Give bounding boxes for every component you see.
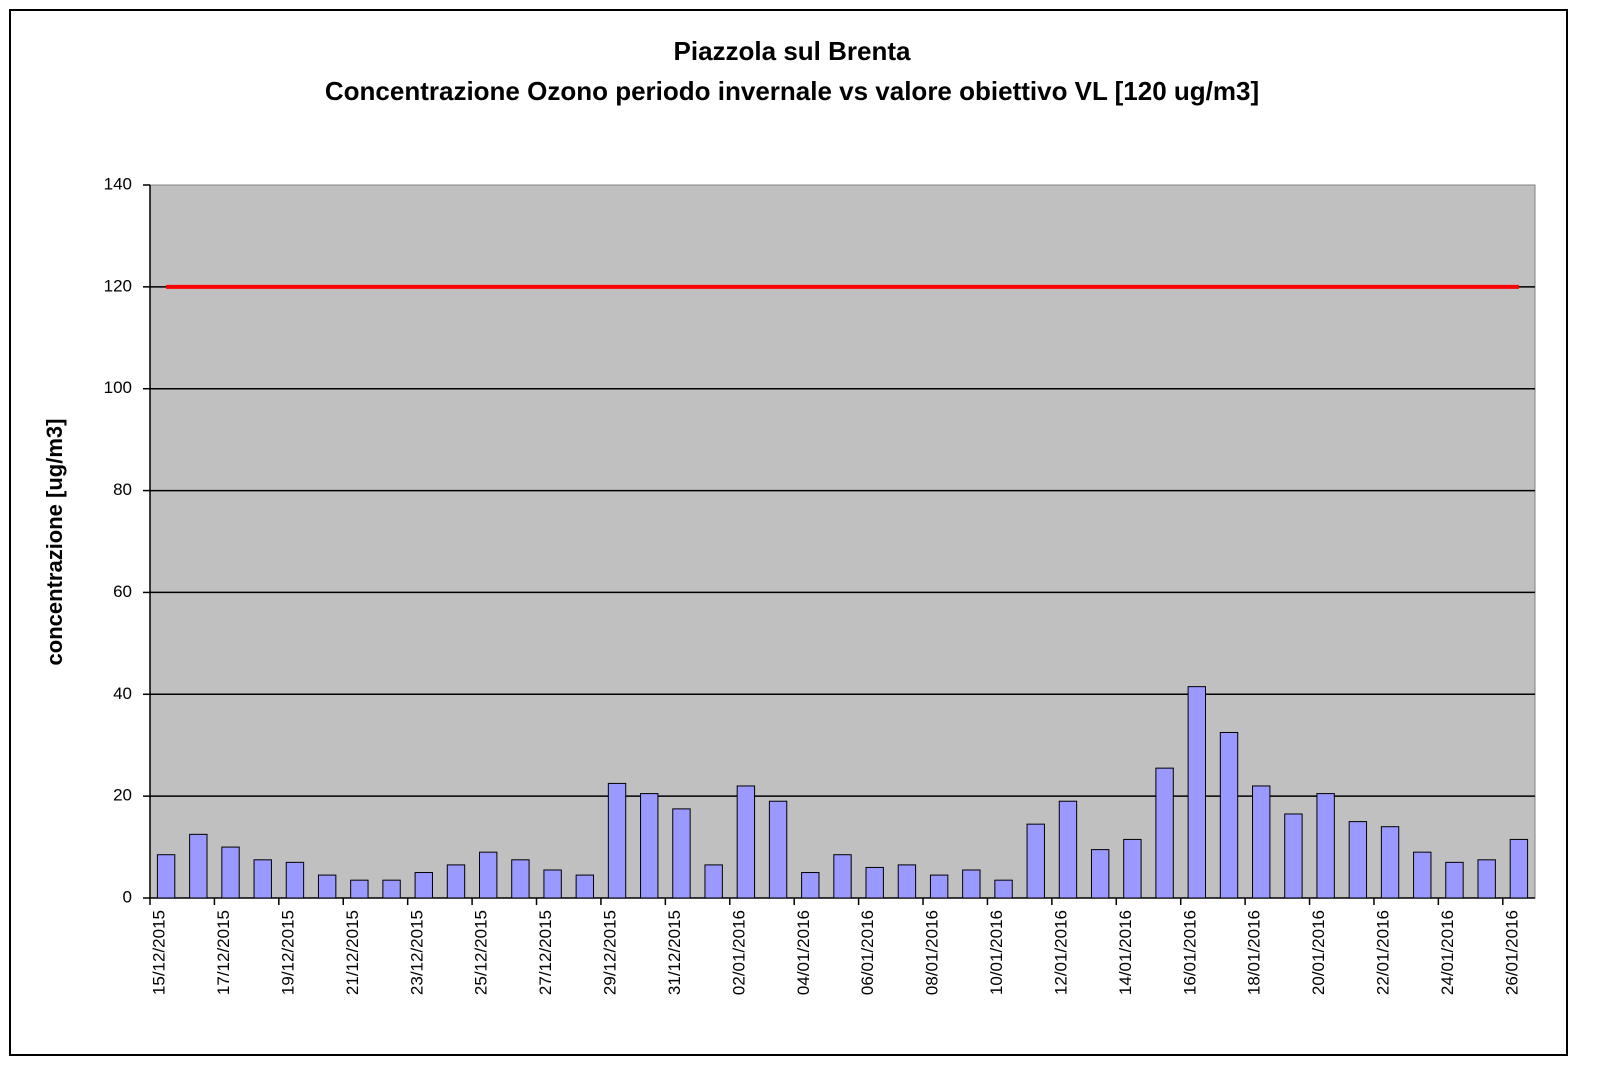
bar bbox=[543, 869, 562, 899]
x-tick-label: 06/01/2016 bbox=[858, 910, 877, 995]
bar bbox=[1284, 813, 1303, 899]
x-tick-label: 20/01/2016 bbox=[1309, 910, 1328, 995]
bar bbox=[1445, 861, 1464, 899]
x-tick-label: 21/12/2015 bbox=[343, 910, 362, 995]
x-tick-label: 24/01/2016 bbox=[1438, 910, 1457, 995]
y-axis-label: concentrazione [ug/m3] bbox=[42, 419, 67, 666]
y-tick-label: 120 bbox=[104, 276, 132, 295]
y-tick-label: 40 bbox=[113, 684, 132, 703]
x-tick-label: 10/01/2016 bbox=[987, 910, 1006, 995]
bar bbox=[833, 854, 852, 899]
bar bbox=[704, 864, 723, 899]
bar bbox=[929, 874, 949, 899]
bar bbox=[962, 869, 981, 899]
x-tick-label: 27/12/2015 bbox=[536, 910, 555, 995]
x-tick-label: 17/12/2015 bbox=[214, 910, 233, 995]
bar bbox=[1380, 826, 1400, 899]
bar bbox=[511, 859, 530, 899]
bar bbox=[801, 872, 820, 899]
bar bbox=[1219, 731, 1239, 899]
bar bbox=[640, 793, 659, 899]
x-tick-label: 02/01/2016 bbox=[729, 910, 748, 995]
chart-subtitle: Concentrazione Ozono periodo invernale v… bbox=[325, 76, 1259, 106]
x-tick-label: 29/12/2015 bbox=[601, 910, 620, 995]
bar bbox=[1155, 767, 1174, 899]
bar bbox=[1187, 686, 1206, 899]
bar bbox=[865, 866, 884, 899]
x-tick-label: 18/01/2016 bbox=[1245, 910, 1264, 995]
bar bbox=[897, 864, 917, 899]
bar bbox=[414, 872, 433, 899]
y-tick-label: 80 bbox=[113, 480, 132, 499]
x-tick-label: 19/12/2015 bbox=[278, 910, 297, 995]
bar bbox=[446, 864, 466, 899]
x-tick-label: 14/01/2016 bbox=[1116, 910, 1135, 995]
x-tick-label: 08/01/2016 bbox=[923, 910, 942, 995]
y-tick-label: 20 bbox=[113, 786, 132, 805]
x-tick-label: 15/12/2015 bbox=[150, 910, 169, 995]
x-tick-label: 04/01/2016 bbox=[794, 910, 813, 995]
bar bbox=[221, 846, 240, 899]
x-tick-label: 23/12/2015 bbox=[407, 910, 426, 995]
bar bbox=[156, 854, 176, 899]
bar bbox=[1348, 821, 1368, 899]
bar bbox=[317, 874, 337, 899]
y-tick-label: 60 bbox=[113, 582, 132, 601]
bar bbox=[1413, 851, 1432, 899]
chart-title: Piazzola sul Brenta bbox=[674, 36, 911, 66]
bar bbox=[1509, 838, 1529, 899]
x-tick-label: 16/01/2016 bbox=[1180, 910, 1199, 995]
y-tick-label: 100 bbox=[104, 378, 132, 397]
bar bbox=[189, 833, 208, 899]
x-tick-label: 31/12/2015 bbox=[665, 910, 684, 995]
bar bbox=[1123, 838, 1142, 899]
bar bbox=[350, 879, 369, 899]
x-tick-label: 25/12/2015 bbox=[472, 910, 491, 995]
plot-area bbox=[149, 184, 1536, 899]
bar bbox=[382, 879, 401, 899]
bar bbox=[994, 879, 1013, 899]
y-tick-label: 0 bbox=[123, 887, 132, 906]
bar bbox=[607, 782, 627, 899]
bar bbox=[1090, 849, 1110, 899]
x-tick-label: 22/01/2016 bbox=[1374, 910, 1393, 995]
bar bbox=[253, 859, 272, 899]
bar bbox=[479, 851, 498, 899]
bar bbox=[1477, 859, 1496, 899]
bar bbox=[1058, 800, 1078, 899]
bar bbox=[1026, 823, 1045, 899]
x-tick-label: 12/01/2016 bbox=[1051, 910, 1070, 995]
bar bbox=[1252, 785, 1271, 899]
bar bbox=[285, 861, 305, 899]
bar bbox=[736, 785, 756, 899]
bar bbox=[1316, 793, 1335, 899]
y-tick-label: 140 bbox=[104, 174, 132, 193]
x-tick-label: 26/01/2016 bbox=[1502, 910, 1521, 995]
bar bbox=[575, 874, 595, 899]
bar bbox=[672, 808, 691, 899]
bar bbox=[768, 800, 788, 899]
